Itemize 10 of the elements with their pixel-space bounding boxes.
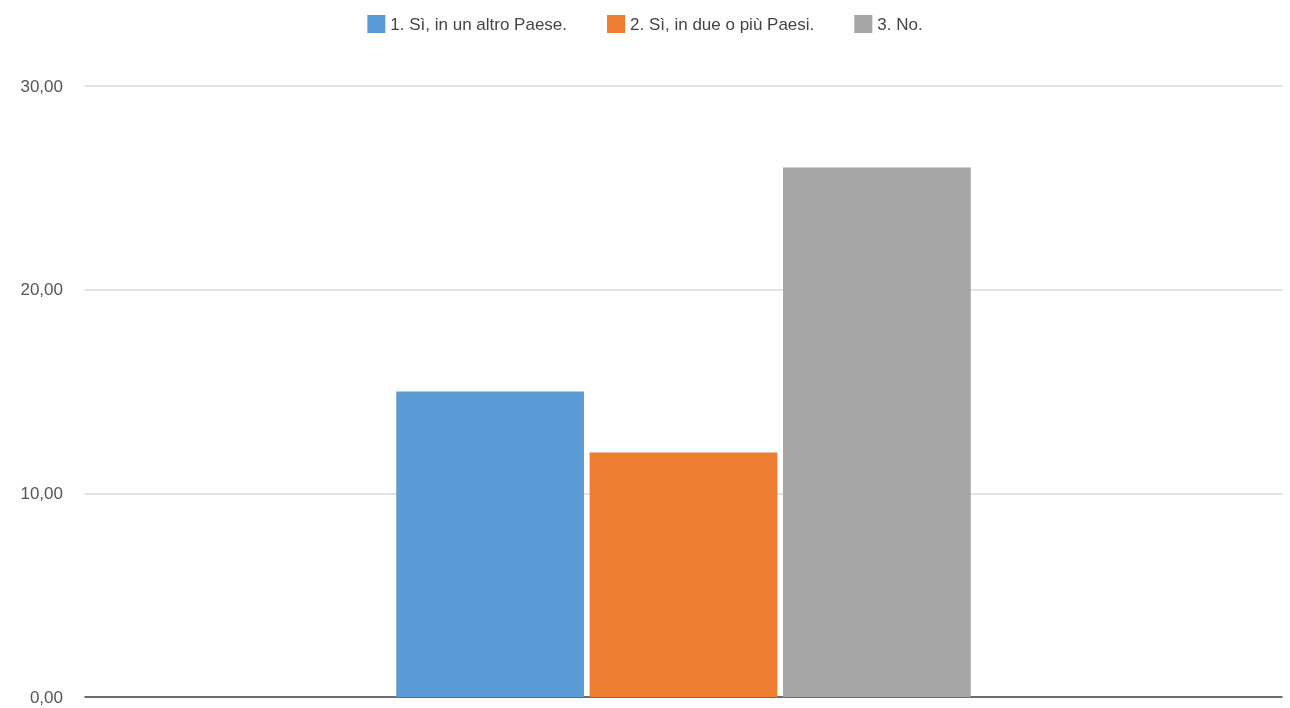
legend-label: 1. Sì, in un altro Paese.	[390, 14, 568, 34]
bar	[783, 167, 971, 697]
y-tick-label: 30,00	[20, 76, 63, 96]
bar	[589, 452, 778, 697]
bar	[396, 391, 584, 697]
y-tick-label: 0,00	[29, 687, 63, 707]
legend-label: 3. No.	[877, 14, 923, 34]
y-tick-label: 10,00	[20, 483, 63, 503]
legend-label: 2. Sì, in due o più Paesi.	[630, 14, 815, 34]
y-tick-label: 20,00	[20, 280, 63, 300]
